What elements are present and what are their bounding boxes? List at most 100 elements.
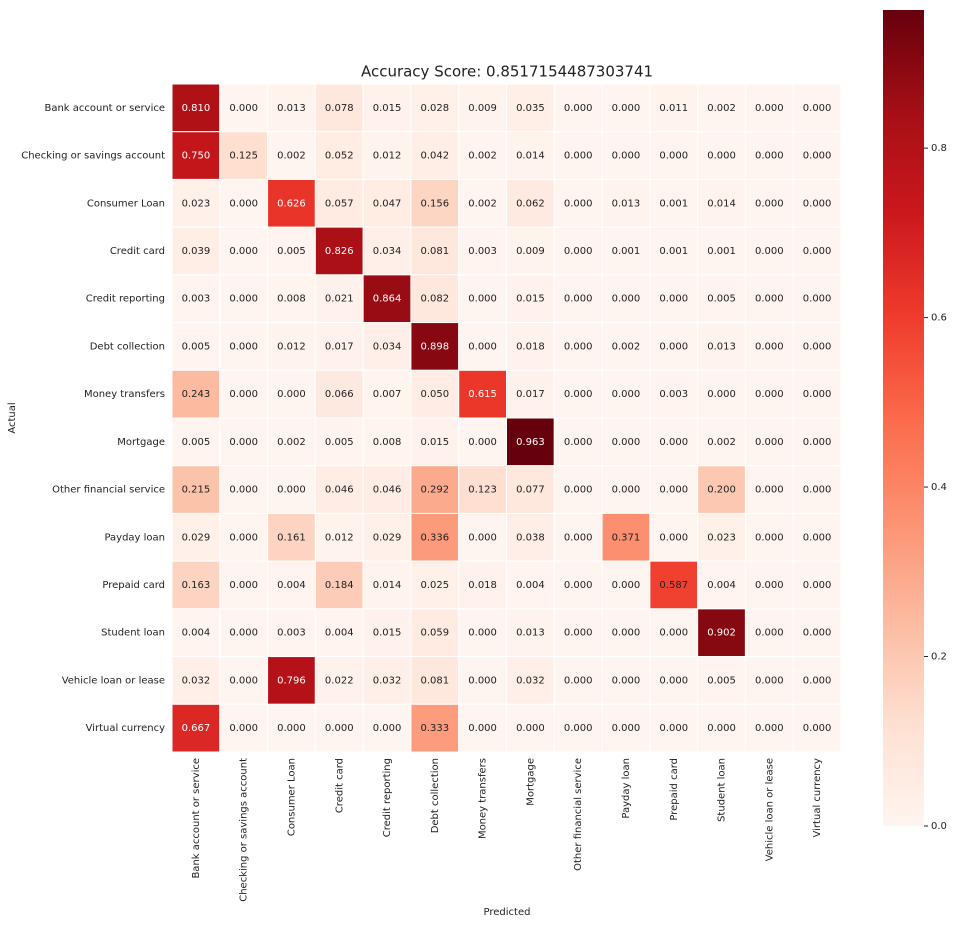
heatmap-cell xyxy=(792,274,842,324)
cell-label: 0.000 xyxy=(803,628,832,639)
cell-label: 0.156 xyxy=(421,198,450,209)
heatmap-cell xyxy=(697,83,746,133)
heatmap-cell xyxy=(506,83,555,133)
cell-label: 0.021 xyxy=(325,294,354,305)
cell-label: 0.032 xyxy=(516,675,545,686)
cell-label: 0.000 xyxy=(229,723,258,734)
cell-label: 0.001 xyxy=(659,246,688,257)
heatmap-cell xyxy=(362,369,412,419)
cell-label: 0.000 xyxy=(803,389,832,400)
heatmap-cell xyxy=(458,131,508,180)
heatmap-cell xyxy=(458,608,508,658)
cell-label: 0.029 xyxy=(182,532,211,543)
cell-label: 0.000 xyxy=(612,389,641,400)
y-tick-label: Bank account or service xyxy=(44,103,165,114)
cell-label: 0.000 xyxy=(325,723,354,734)
cell-label: 0.000 xyxy=(803,580,832,591)
cell-label: 0.000 xyxy=(803,198,832,209)
cell-label: 0.000 xyxy=(229,580,258,591)
x-tick-label: Bank account or service xyxy=(191,758,202,879)
cell-label: 0.000 xyxy=(564,151,593,162)
y-tick-label: Debt collection xyxy=(90,341,165,352)
cell-label: 0.000 xyxy=(612,151,641,162)
heatmap-cell xyxy=(171,703,221,753)
cell-label: 0.184 xyxy=(325,580,354,591)
heatmap-cell xyxy=(792,322,842,371)
cell-label: 0.052 xyxy=(325,151,354,162)
colorbar-tick-label: 0.8 xyxy=(931,143,947,154)
x-tick-label: Checking or savings account xyxy=(239,758,250,902)
cell-label: 0.000 xyxy=(659,485,688,496)
x-tick-label: Money transfers xyxy=(478,758,489,839)
heatmap-cell xyxy=(553,322,603,371)
cell-label: 0.161 xyxy=(277,532,306,543)
cell-label: 0.615 xyxy=(468,389,497,400)
heatmap-cell xyxy=(458,465,508,514)
cell-label: 0.000 xyxy=(564,485,593,496)
heatmap-cell xyxy=(553,512,603,562)
cell-label: 0.000 xyxy=(564,675,593,686)
heatmap-cell xyxy=(744,131,794,180)
cell-label: 0.017 xyxy=(325,341,354,352)
cell-label: 0.626 xyxy=(277,198,306,209)
cell-label: 0.000 xyxy=(516,723,545,734)
cell-label: 0.077 xyxy=(516,485,545,496)
cell-label: 0.039 xyxy=(182,246,211,257)
cell-label: 0.023 xyxy=(182,198,211,209)
heatmap-cell xyxy=(792,226,842,276)
heatmap-cell xyxy=(267,512,316,562)
heatmap-cell xyxy=(171,465,221,514)
heatmap-cell xyxy=(792,369,842,419)
y-tick-label: Vehicle loan or lease xyxy=(62,675,165,686)
cell-label: 0.066 xyxy=(325,389,354,400)
heatmap-cell xyxy=(410,322,460,371)
cell-label: 0.000 xyxy=(468,628,497,639)
cell-label: 0.000 xyxy=(229,628,258,639)
cell-label: 0.002 xyxy=(277,437,306,448)
heatmap-cell xyxy=(219,560,269,610)
heatmap-cell xyxy=(649,560,699,610)
heatmap-cell xyxy=(553,226,603,276)
heatmap-cell xyxy=(410,226,460,276)
cell-label: 0.000 xyxy=(277,723,306,734)
heatmap-cell xyxy=(697,703,746,753)
heatmap-cell xyxy=(171,608,221,658)
cell-label: 0.011 xyxy=(659,103,688,114)
cell-label: 0.005 xyxy=(707,675,736,686)
cell-label: 0.000 xyxy=(755,675,784,686)
heatmap-cell xyxy=(314,369,364,419)
heatmap-cell xyxy=(410,608,460,658)
heatmap-cell xyxy=(649,226,699,276)
cell-label: 0.003 xyxy=(659,389,688,400)
cell-label: 0.000 xyxy=(755,389,784,400)
cell-label: 0.029 xyxy=(373,532,402,543)
chart-title: Accuracy Score: 0.8517154487303741 xyxy=(361,63,653,81)
cell-label: 0.000 xyxy=(229,389,258,400)
heatmap-cell xyxy=(410,131,460,180)
heatmap-cell xyxy=(744,274,794,324)
heatmap-cell xyxy=(171,83,221,133)
heatmap-cell xyxy=(649,178,699,228)
cell-label: 0.000 xyxy=(755,723,784,734)
cell-label: 0.000 xyxy=(468,294,497,305)
cell-label: 0.000 xyxy=(659,437,688,448)
cell-label: 0.000 xyxy=(229,437,258,448)
cell-label: 0.000 xyxy=(755,103,784,114)
y-tick-label: Other financial service xyxy=(52,485,165,496)
heatmap-cell xyxy=(792,512,842,562)
cell-label: 0.963 xyxy=(516,437,545,448)
cell-label: 0.014 xyxy=(516,151,545,162)
cell-label: 0.015 xyxy=(421,437,450,448)
cell-label: 0.028 xyxy=(421,103,450,114)
cell-label: 0.000 xyxy=(564,580,593,591)
heatmap-cell xyxy=(458,417,508,467)
heatmap-cell xyxy=(553,656,603,705)
cell-label: 0.000 xyxy=(803,437,832,448)
x-tick-label: Other financial service xyxy=(573,758,584,871)
cell-label: 0.243 xyxy=(182,389,211,400)
cell-label: 0.810 xyxy=(182,103,211,114)
cell-label: 0.000 xyxy=(612,294,641,305)
heatmap-cell xyxy=(697,178,746,228)
cell-label: 0.050 xyxy=(421,389,450,400)
cell-label: 0.013 xyxy=(612,198,641,209)
